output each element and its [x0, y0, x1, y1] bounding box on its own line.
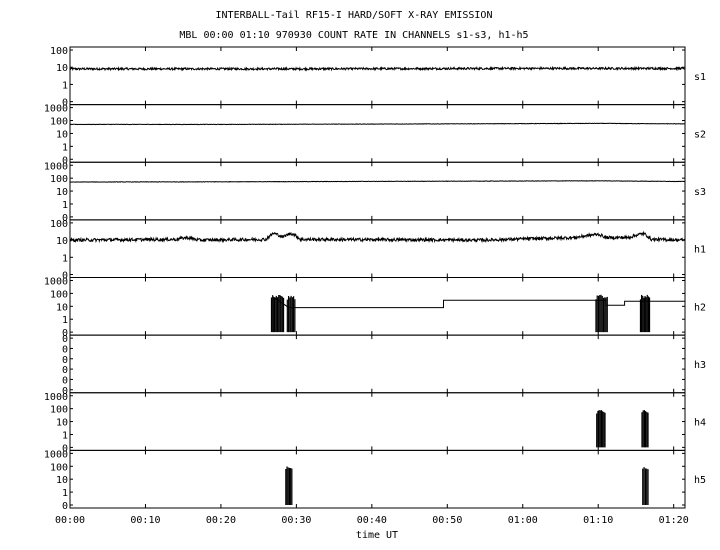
x-tick-label: 00:50 [432, 515, 462, 526]
chart-title: INTERBALL-Tail RF15-I HARD/SOFT X-RAY EM… [216, 10, 493, 21]
y-tick-label-h3: 0 [62, 386, 68, 397]
burst-h4 [596, 410, 606, 448]
series-line-s1 [69, 65, 686, 72]
y-tick-label-s2: 1 [62, 142, 68, 153]
y-tick-label-s1: 100 [50, 46, 68, 57]
series-line-h2 [273, 296, 685, 333]
y-tick-label-h4: 0 [62, 443, 68, 454]
channel-label-s2: s2 [694, 129, 706, 140]
y-tick-label-s3: 1 [62, 200, 68, 211]
y-tick-label-h2: 1000 [44, 277, 68, 288]
y-tick-label-h5: 10 [56, 475, 68, 486]
y-tick-label-h2: 0 [62, 328, 68, 339]
y-tick-label-h4: 10 [56, 418, 68, 429]
channel-label-h1: h1 [694, 245, 706, 256]
panel-frame-h5 [69, 449, 686, 509]
series-line-h1 [69, 230, 686, 244]
y-tick-label-h1: 0 [62, 271, 68, 282]
x-tick-label: 00:40 [357, 515, 387, 526]
series-line-s2 [70, 122, 686, 126]
y-tick-label-h5: 1 [62, 488, 68, 499]
panel-frame-s2 [69, 104, 686, 163]
y-tick-label-s3: 0 [62, 213, 68, 224]
channel-label-h4: h4 [694, 418, 706, 429]
panel-frame-h4 [69, 392, 686, 451]
x-tick-label: 00:30 [281, 515, 311, 526]
y-tick-label-h2: 10 [56, 302, 68, 313]
x-axis-title: time UT [356, 530, 398, 541]
y-tick-label-s3: 1000 [44, 161, 68, 172]
panel-frame-h2 [69, 277, 686, 336]
y-tick-label-h5: 1000 [44, 449, 68, 460]
x-tick-label: 01:00 [508, 515, 538, 526]
y-tick-label-h2: 100 [50, 289, 68, 300]
chart-panels: s11001010s210001001010s310001001010h1100… [44, 46, 706, 512]
y-tick-label-h4: 1 [62, 430, 68, 441]
burst-h2 [270, 294, 285, 333]
burst-h2 [595, 294, 608, 333]
y-tick-label-s2: 1000 [44, 104, 68, 115]
x-tick-label: 01:10 [583, 515, 613, 526]
channel-label-s1: s1 [694, 72, 706, 83]
x-tick-label: 00:10 [130, 515, 160, 526]
burst-h5 [642, 467, 649, 505]
y-tick-label-s2: 100 [50, 117, 68, 128]
panel-frame-h1 [69, 219, 686, 278]
y-tick-label-h3: 0 [62, 334, 68, 345]
y-tick-label-h3: 0 [62, 355, 68, 366]
channel-label-h5: h5 [694, 475, 706, 486]
y-tick-label-h1: 10 [56, 236, 68, 247]
burst-h2 [639, 294, 651, 333]
x-axis: 00:00 00:10 00:20 00:30 00:40 00:50 01:00 01:10… [55, 515, 689, 526]
y-tick-label-h5: 100 [50, 462, 68, 473]
channel-label-h3: h3 [694, 360, 706, 371]
burst-h2 [286, 295, 296, 333]
y-tick-label-s2: 10 [56, 129, 68, 140]
y-tick-label-s1: 0 [62, 98, 68, 109]
y-tick-label-h3: 0 [62, 375, 68, 386]
y-tick-label-s2: 0 [62, 155, 68, 166]
chart-subtitle: MBL 00:00 01:10 970930 COUNT RATE IN CHA… [179, 30, 528, 41]
y-tick-label-h1: 100 [50, 219, 68, 230]
x-tick-label: 00:00 [55, 515, 85, 526]
y-tick-label-h3: 0 [62, 344, 68, 355]
x-tick-label: 00:20 [206, 515, 236, 526]
panel-frame-s1 [69, 46, 686, 106]
y-tick-label-h1: 1 [62, 253, 68, 264]
y-tick-label-h4: 1000 [44, 392, 68, 403]
y-tick-label-h5: 0 [62, 501, 68, 512]
burst-h4 [641, 410, 649, 448]
y-tick-label-h3: 0 [62, 365, 68, 376]
panel-frame-h3 [69, 334, 686, 394]
y-tick-label-s3: 10 [56, 187, 68, 198]
series-line-s3 [69, 180, 685, 183]
y-tick-label-s3: 100 [50, 174, 68, 185]
y-tick-label-s1: 1 [62, 80, 68, 91]
y-tick-label-s1: 10 [56, 63, 68, 74]
channel-label-s3: s3 [694, 187, 706, 198]
y-tick-label-h2: 1 [62, 315, 68, 326]
x-tick-label: 01:20 [659, 515, 689, 526]
panel-frame-s3 [69, 161, 686, 221]
y-tick-label-h4: 100 [50, 405, 68, 416]
burst-h5 [285, 466, 293, 505]
channel-label-h2: h2 [694, 302, 706, 313]
